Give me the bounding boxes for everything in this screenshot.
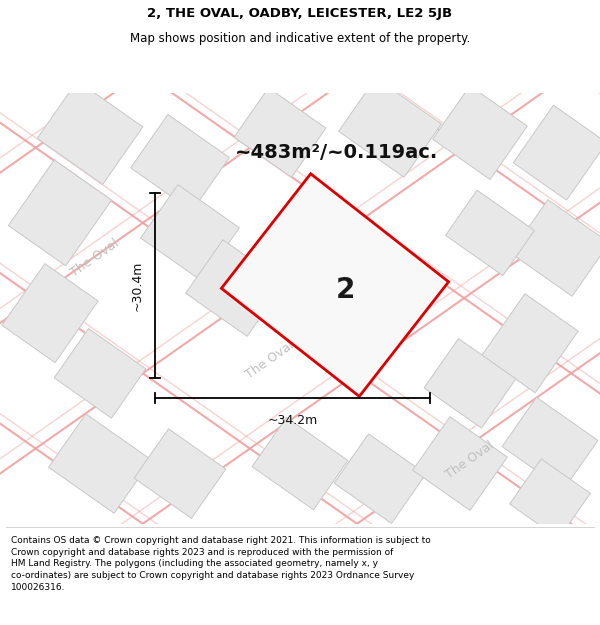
- Polygon shape: [134, 429, 226, 518]
- Polygon shape: [140, 184, 239, 281]
- Text: 2: 2: [335, 276, 355, 304]
- Text: ~34.2m: ~34.2m: [268, 414, 317, 428]
- Polygon shape: [8, 160, 112, 266]
- Text: Map shows position and indicative extent of the property.: Map shows position and indicative extent…: [130, 31, 470, 44]
- Polygon shape: [221, 174, 449, 396]
- Polygon shape: [338, 78, 442, 178]
- Polygon shape: [433, 86, 527, 179]
- Polygon shape: [131, 114, 229, 211]
- Polygon shape: [252, 418, 348, 510]
- Polygon shape: [424, 339, 516, 428]
- Polygon shape: [54, 329, 146, 418]
- Text: ~30.4m: ~30.4m: [131, 261, 143, 311]
- Polygon shape: [234, 88, 326, 177]
- Text: Contains OS data © Crown copyright and database right 2021. This information is : Contains OS data © Crown copyright and d…: [11, 536, 431, 592]
- Polygon shape: [514, 105, 600, 200]
- Text: The Oval: The Oval: [68, 237, 122, 279]
- Polygon shape: [49, 414, 151, 513]
- Polygon shape: [446, 190, 535, 276]
- Text: ~483m²/~0.119ac.: ~483m²/~0.119ac.: [235, 143, 438, 162]
- Polygon shape: [37, 81, 143, 184]
- Polygon shape: [185, 240, 284, 336]
- Polygon shape: [509, 459, 590, 539]
- Polygon shape: [482, 294, 578, 392]
- Text: The Oval: The Oval: [443, 439, 497, 482]
- Text: 2, THE OVAL, OADBY, LEICESTER, LE2 5JB: 2, THE OVAL, OADBY, LEICESTER, LE2 5JB: [148, 7, 452, 19]
- Polygon shape: [511, 199, 600, 296]
- Polygon shape: [413, 417, 508, 511]
- Polygon shape: [502, 398, 598, 490]
- Polygon shape: [334, 434, 426, 523]
- Text: The Oval: The Oval: [244, 339, 296, 382]
- Polygon shape: [2, 264, 98, 362]
